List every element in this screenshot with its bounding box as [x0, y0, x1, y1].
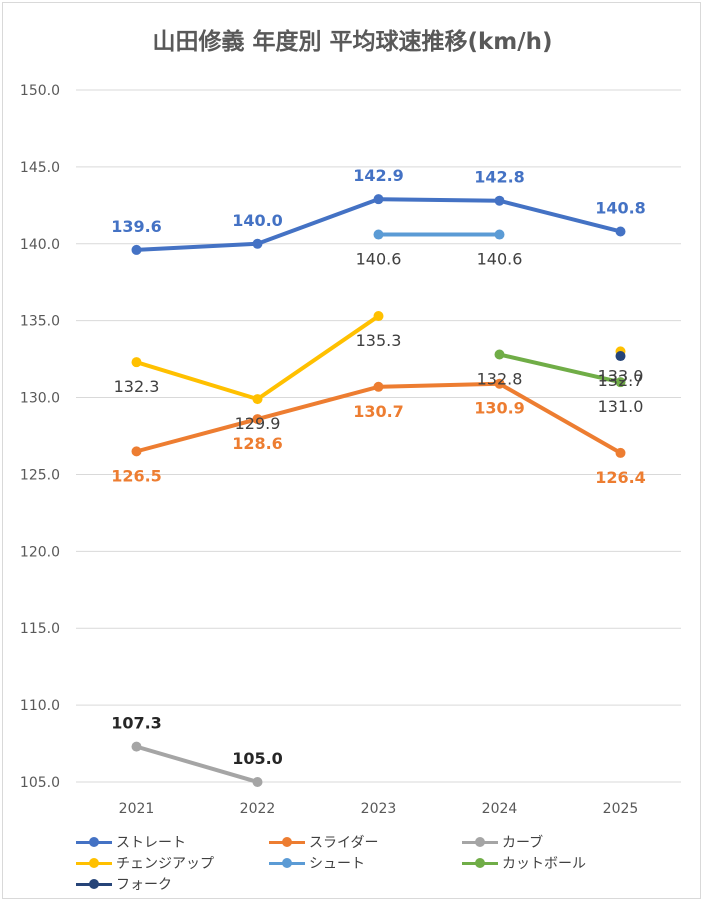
data-label: 140.6: [356, 250, 402, 269]
legend-label: スライダー: [309, 835, 379, 851]
data-point: [615, 351, 626, 362]
series-line: [497, 352, 623, 385]
data-label: 131.0: [598, 397, 644, 416]
data-label: 140.6: [477, 250, 523, 269]
legend-label: カーブ: [502, 835, 544, 851]
data-label: 132.3: [114, 377, 160, 396]
legend-swatch: [269, 832, 305, 852]
legend-item: シュート: [269, 853, 365, 873]
data-point: [131, 446, 142, 457]
data-point: [615, 377, 626, 388]
data-point: [373, 381, 384, 392]
data-point: [252, 414, 263, 425]
data-label: 140.0: [232, 211, 283, 230]
data-point: [131, 741, 142, 752]
legend-label: カットボール: [502, 856, 586, 872]
y-tick-label: 145.0: [20, 160, 60, 176]
data-point: [252, 238, 263, 249]
y-tick-label: 140.0: [20, 237, 60, 253]
data-label: 126.4: [595, 468, 646, 487]
data-point: [131, 244, 142, 255]
x-tick-label: 2023: [361, 801, 397, 817]
data-point: [615, 226, 626, 237]
data-point: [252, 777, 263, 787]
y-tick-label: 150.0: [20, 83, 60, 99]
legend-item: ストレート: [76, 832, 186, 852]
y-tick-label: 115.0: [20, 621, 60, 637]
data-point: [494, 195, 505, 206]
data-label: 130.7: [353, 402, 404, 421]
legend-item: カットボール: [462, 853, 586, 873]
data-point: [252, 394, 263, 405]
data-label: 128.6: [232, 434, 283, 453]
y-tick-label: 110.0: [20, 698, 60, 714]
data-label: 135.3: [356, 331, 402, 350]
data-point: [373, 311, 384, 322]
series-line: [134, 197, 623, 252]
y-tick-label: 105.0: [20, 775, 60, 791]
legend-label: ストレート: [116, 835, 186, 851]
data-label: 105.0: [232, 749, 283, 768]
data-label: 107.3: [111, 714, 162, 733]
legend-swatch: [76, 874, 112, 894]
data-point: [373, 194, 384, 205]
legend-label: チェンジアップ: [116, 856, 214, 872]
data-label: 140.8: [595, 198, 646, 217]
legend-item: カーブ: [462, 832, 543, 852]
y-tick-label: 120.0: [20, 544, 60, 560]
data-point: [131, 357, 142, 368]
x-tick-label: 2022: [240, 801, 276, 817]
legend-swatch: [462, 832, 498, 852]
data-label: 132.8: [477, 369, 523, 388]
legend-swatch: [269, 853, 305, 873]
legend-label: フォーク: [116, 877, 172, 893]
y-tick-label: 135.0: [20, 314, 60, 330]
data-label: 132.7: [598, 371, 644, 390]
legend-item: スライダー: [269, 832, 378, 852]
x-tick-label: 2025: [603, 801, 639, 817]
chart-title: 山田修義 年度別 平均球速推移(km/h): [152, 29, 553, 55]
data-label: 129.9: [235, 414, 281, 433]
legend-swatch: [76, 853, 112, 873]
series-line: [134, 314, 381, 402]
data-point: [494, 378, 505, 389]
data-label: 130.9: [474, 399, 525, 418]
data-label: 133.0: [598, 366, 644, 385]
y-tick-label: 125.0: [20, 467, 60, 483]
data-label: 142.8: [474, 168, 525, 187]
data-point: [494, 229, 505, 240]
legend-label: シュート: [309, 856, 365, 872]
series-line: [134, 744, 260, 784]
legend-item: フォーク: [76, 874, 172, 894]
data-point: [494, 349, 505, 360]
legend-swatch: [462, 853, 498, 873]
data-label: 142.9: [353, 166, 404, 185]
x-tick-label: 2021: [119, 801, 155, 817]
data-label: 139.6: [111, 217, 162, 236]
data-point: [615, 447, 626, 458]
data-point: [373, 229, 384, 240]
y-tick-label: 130.0: [20, 391, 60, 407]
data-label: 126.5: [111, 466, 162, 485]
legend-item: チェンジアップ: [76, 853, 214, 873]
x-tick-label: 2024: [482, 801, 518, 817]
legend-swatch: [76, 832, 112, 852]
